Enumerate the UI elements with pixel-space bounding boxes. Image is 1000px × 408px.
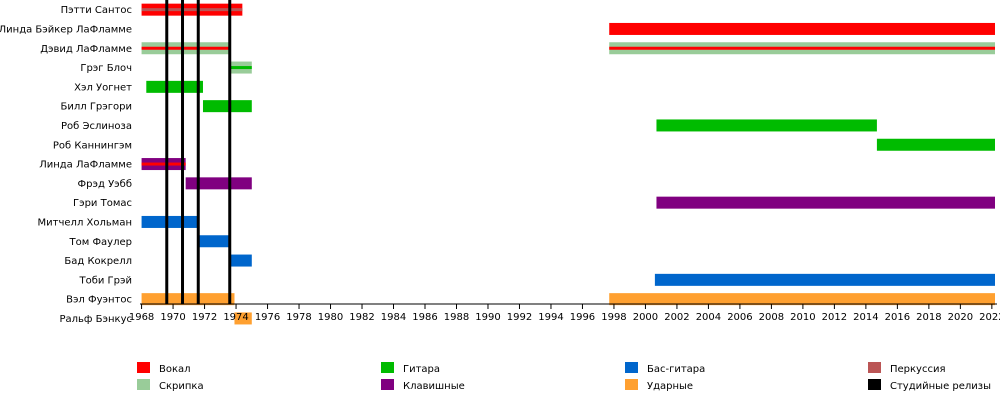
member-bar (202, 100, 252, 113)
x-tick-label: 1992 (507, 312, 532, 323)
member-bar (229, 254, 252, 267)
legend-label: Вокал (159, 364, 191, 375)
x-tick-label: 1976 (255, 312, 280, 323)
member-bar-accent (141, 8, 243, 12)
x-tick-label: 2000 (633, 312, 658, 323)
legend-label: Клавишные (403, 381, 465, 392)
member-name: Линда Бэйкер ЛаФламме (0, 24, 132, 35)
member-bar-accent (609, 46, 995, 50)
legend-swatch (381, 379, 394, 390)
member-bar (609, 293, 995, 306)
member-bar (656, 196, 995, 209)
member-bar (609, 22, 995, 35)
member-bar-accent (141, 162, 186, 166)
legend-swatch (381, 362, 394, 373)
x-tick-label: 2016 (885, 312, 910, 323)
member-name: Линда ЛаФламме (39, 160, 132, 171)
x-tick-label: 2014 (853, 312, 878, 323)
legend-label: Перкуссия (890, 364, 946, 375)
x-tick-label: 1986 (412, 312, 437, 323)
x-tick-label: 1974 (223, 312, 248, 323)
x-tick-label: 1996 (570, 312, 595, 323)
member-bar (141, 215, 199, 228)
legend: Вокал Скрипка Гитара Клавишные Бас-гитара Уда… (137, 362, 991, 392)
member-name: Грэг Блоч (80, 63, 132, 74)
member-name: Роб Эслиноза (61, 121, 132, 132)
legend-label: Скрипка (159, 381, 204, 392)
x-tick-label: 1994 (538, 312, 563, 323)
member-name: Том Фаулер (69, 237, 133, 248)
member-bar (141, 293, 235, 306)
member-name: Тоби Грэй (78, 275, 132, 286)
legend-swatch (137, 379, 150, 390)
legend-label: Студийные релизы (890, 381, 991, 392)
x-tick-label: 1970 (160, 312, 185, 323)
member-name: Вэл Фуэнтос (66, 295, 132, 306)
member-name: Билл Грэгори (61, 102, 132, 113)
x-tick-label: 2022 (979, 312, 1000, 323)
x-tick-label: 1980 (318, 312, 343, 323)
member-bar (185, 177, 252, 190)
x-tick-label: 1978 (286, 312, 311, 323)
x-tick-label: 2006 (727, 312, 752, 323)
legend-swatch (868, 379, 881, 390)
legend-label: Гитара (403, 364, 440, 375)
member-names: Пэтти Сантос Линда Бэйкер ЛаФламме Дэвид Л… (0, 5, 132, 325)
x-tick-label: 1988 (444, 312, 469, 323)
legend-swatch (625, 362, 638, 373)
legend-swatch (868, 362, 881, 373)
x-tick-label: 2018 (916, 312, 941, 323)
x-tick-label: 2012 (822, 312, 847, 323)
x-tick-label: 1972 (192, 312, 217, 323)
member-name: Митчелл Хольман (38, 217, 132, 228)
member-bar (654, 273, 995, 286)
x-axis: 1968 1970 1972 1974 1976 1978 1980 1982 1984 1986… (129, 303, 1000, 323)
member-name: Роб Каннингэм (53, 140, 132, 151)
member-bar (876, 138, 995, 151)
x-tick-label: 1982 (349, 312, 374, 323)
member-name: Ральф Бэнкус (59, 314, 132, 325)
member-name: Пэтти Сантос (61, 5, 132, 16)
member-bars (141, 3, 995, 325)
member-name: Фрэд Уэбб (78, 179, 132, 190)
x-tick-label: 2008 (759, 312, 784, 323)
member-bar (656, 119, 877, 132)
member-bar-accent (229, 66, 252, 70)
x-tick-label: 2004 (696, 312, 721, 323)
x-tick-label: 1998 (601, 312, 626, 323)
studio-release-lines (165, 0, 232, 304)
member-bar (198, 235, 230, 248)
x-tick-label: 1990 (475, 312, 500, 323)
legend-swatch (625, 379, 638, 390)
member-name: Хэл Уогнет (74, 82, 132, 93)
x-tick-label: 2010 (790, 312, 815, 323)
x-tick-label: 1968 (129, 312, 154, 323)
x-tick-label: 1984 (381, 312, 406, 323)
member-bar (146, 80, 203, 93)
legend-label: Ударные (647, 381, 693, 392)
member-name: Гэри Томас (73, 198, 132, 209)
member-bar (234, 312, 252, 325)
legend-swatch (137, 362, 150, 373)
member-name: Дэвид ЛаФламме (40, 44, 132, 55)
member-bar-accent (141, 46, 230, 50)
x-tick-label: 2020 (948, 312, 973, 323)
member-name: Бад Кокрелл (64, 256, 132, 267)
legend-label: Бас-гитара (647, 364, 705, 375)
x-tick-label: 2002 (664, 312, 689, 323)
